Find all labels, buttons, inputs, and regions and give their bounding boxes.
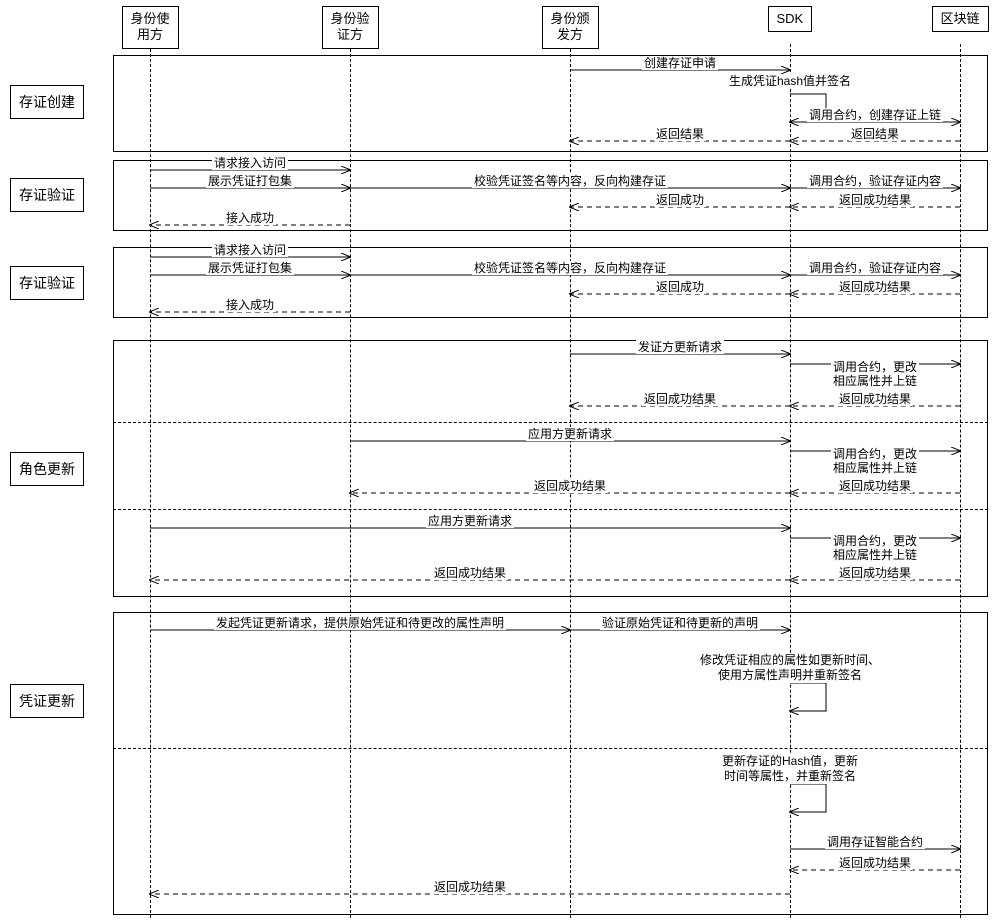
participant-user: 身份使 用方 — [122, 6, 179, 49]
phase-label-p4: 角色更新 — [10, 452, 84, 486]
message-label: 创建存证申请 — [642, 56, 718, 70]
participant-verifier: 身份验 证方 — [322, 6, 379, 49]
message-label: 调用合约，验证存证内容 — [807, 174, 943, 188]
message-label: 返回成功结果 — [837, 193, 913, 207]
message-label: 返回成功结果 — [432, 880, 508, 894]
message-label: 返回成功结果 — [837, 856, 913, 870]
message-label: 展示凭证打包集 — [206, 261, 294, 275]
message-label: 返回成功 — [654, 280, 706, 294]
message-label: 返回成功结果 — [837, 566, 913, 580]
participant-issuer: 身份颁 发方 — [542, 6, 599, 49]
phase-label-p1: 存证创建 — [10, 85, 84, 119]
message-label: 返回成功结果 — [837, 280, 913, 294]
message-label: 应用方更新请求 — [426, 514, 514, 528]
message-label: 返回结果 — [849, 127, 901, 141]
phase-label-p5: 凭证更新 — [10, 684, 84, 718]
message-label: 返回成功结果 — [432, 566, 508, 580]
message-label: 展示凭证打包集 — [206, 174, 294, 188]
message-label: 调用合约，更改 相应属性并上链 — [831, 360, 919, 389]
message-label: 接入成功 — [224, 298, 276, 312]
message-label: 应用方更新请求 — [526, 427, 614, 441]
message-label: 调用合约，更改 相应属性并上链 — [831, 534, 919, 563]
message-label: 发证方更新请求 — [636, 340, 724, 354]
message-label: 请求接入访问 — [212, 243, 288, 257]
self-message: 生成凭证hash值并签名 — [727, 74, 853, 89]
message-label: 返回成功结果 — [642, 392, 718, 406]
message-label: 调用合约，验证存证内容 — [807, 261, 943, 275]
participant-sdk: SDK — [768, 6, 813, 32]
message-label: 返回成功 — [654, 193, 706, 207]
message-label: 请求接入访问 — [212, 156, 288, 170]
phase-label-p3: 存证验证 — [10, 266, 84, 300]
message-label: 调用存证智能合约 — [825, 835, 925, 849]
message-label: 接入成功 — [224, 211, 276, 225]
message-label: 验证原始凭证和待更新的声明 — [600, 616, 760, 630]
message-label: 校验凭证签名等内容，反向构建存证 — [472, 261, 668, 275]
message-label: 校验凭证签名等内容，反向构建存证 — [472, 174, 668, 188]
self-message: 修改凭证相应的属性如更新时间、 使用方属性声明并重新签名 — [698, 653, 882, 683]
message-label: 返回成功结果 — [532, 479, 608, 493]
phase-label-p2: 存证验证 — [10, 178, 84, 212]
message-label: 调用合约，创建存证上链 — [807, 108, 943, 122]
sequence-diagram: 身份使 用方身份验 证方身份颁 发方SDK区块链存证创建存证验证存证验证角色更新… — [0, 0, 1000, 924]
message-label: 返回成功结果 — [837, 479, 913, 493]
message-label: 返回成功结果 — [837, 392, 913, 406]
self-message: 更新存证的Hash值，更新 时间等属性，并重新签名 — [720, 754, 860, 784]
participant-chain: 区块链 — [932, 6, 989, 32]
message-label: 发起凭证更新请求，提供原始凭证和待更改的属性声明 — [214, 616, 506, 630]
message-label: 返回结果 — [654, 127, 706, 141]
message-label: 调用合约，更改 相应属性并上链 — [831, 447, 919, 476]
